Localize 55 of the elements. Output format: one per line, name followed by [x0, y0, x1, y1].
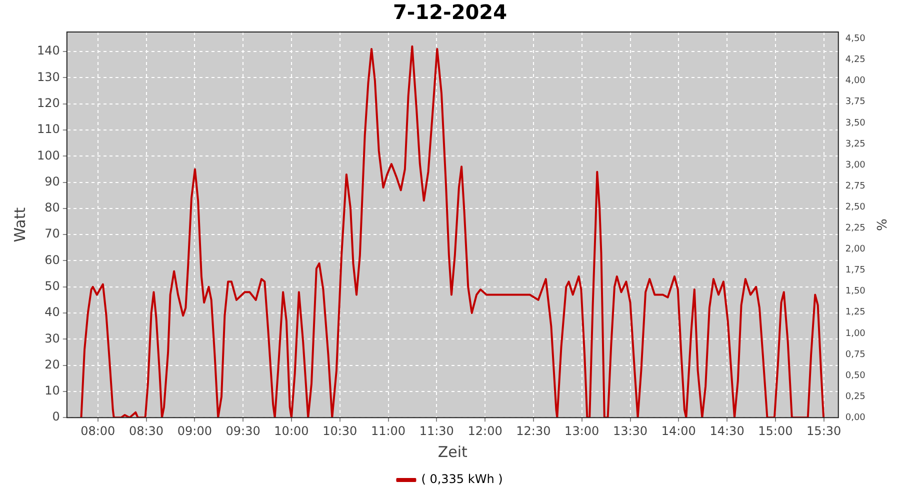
- y2-tick-label: 2,25: [845, 224, 866, 234]
- y-tick-label: 140: [37, 44, 60, 58]
- x-tick-label: 10:30: [322, 424, 358, 438]
- y2-tick-label: 0,00: [845, 412, 866, 423]
- y2-tick-label: 4,50: [845, 34, 866, 44]
- y2-tick-label: 3,00: [845, 160, 866, 170]
- x-tick-label: 11:00: [370, 424, 406, 438]
- y2-axis-title: %: [872, 218, 888, 231]
- y2-tick-label: 2,50: [845, 202, 866, 212]
- x-tick-label: 11:30: [419, 424, 454, 438]
- y2-tick-label: 2,00: [845, 244, 866, 255]
- y-tick-label: 10: [44, 384, 60, 398]
- y-tick-label: 40: [44, 305, 60, 320]
- x-tick-label: 15:30: [806, 424, 842, 438]
- x-tick-label: 08:00: [80, 424, 116, 438]
- y-tick-label: 30: [44, 331, 60, 346]
- y-tick-label: 20: [44, 357, 60, 372]
- y-tick-label: 70: [44, 226, 60, 241]
- y2-tick-label: 3,50: [845, 118, 866, 128]
- y2-tick-label: 1,50: [845, 286, 866, 297]
- x-axis-title: Zeit: [438, 442, 468, 461]
- y2-tick-label: 1,25: [845, 308, 866, 318]
- x-tick-label: 13:00: [564, 424, 600, 438]
- x-tick-label: 14:30: [710, 424, 744, 438]
- y2-tick-label: 0,50: [845, 370, 866, 381]
- x-tick-label: 12:00: [468, 424, 502, 438]
- x-tick-label: 15:00: [758, 424, 793, 438]
- y2-tick-label: 1,00: [845, 328, 866, 339]
- y-tick-label: 60: [44, 252, 60, 267]
- y2-tick-label: 0,75: [845, 350, 866, 360]
- x-tick-label: 09:00: [177, 424, 212, 438]
- y2-tick-label: 4,25: [845, 55, 866, 66]
- y2-tick-label: 3,75: [845, 97, 866, 108]
- y2-tick-label: 2,75: [845, 181, 866, 192]
- y2-tick-label: 0,25: [845, 392, 866, 402]
- y-tick-label: 80: [44, 200, 60, 215]
- y2-tick-label: 4,00: [845, 76, 866, 86]
- x-tick-label: 08:30: [128, 424, 164, 438]
- x-tick-label: 13:30: [612, 424, 648, 438]
- y-tick-label: 130: [37, 70, 60, 84]
- y2-tick-label: 3,25: [845, 139, 866, 150]
- y-axis-title: Watt: [10, 207, 29, 242]
- x-tick-label: 14:00: [661, 424, 696, 438]
- legend-label: ( 0,335 kWh ): [421, 472, 503, 486]
- y-tick-label: 90: [44, 174, 60, 188]
- y-tick-label: 110: [37, 122, 60, 136]
- x-tick-label: 10:00: [274, 424, 309, 438]
- x-tick-label: 12:30: [516, 424, 551, 438]
- x-tick-label: 09:30: [226, 424, 260, 438]
- y-tick-label: 120: [37, 96, 60, 110]
- y2-tick-label: 1,75: [845, 266, 866, 276]
- y-tick-label: 50: [44, 279, 60, 294]
- chart-title: 7-12-2024: [392, 0, 508, 24]
- y-tick-label: 100: [37, 148, 60, 162]
- y-tick-label: 0: [52, 410, 60, 424]
